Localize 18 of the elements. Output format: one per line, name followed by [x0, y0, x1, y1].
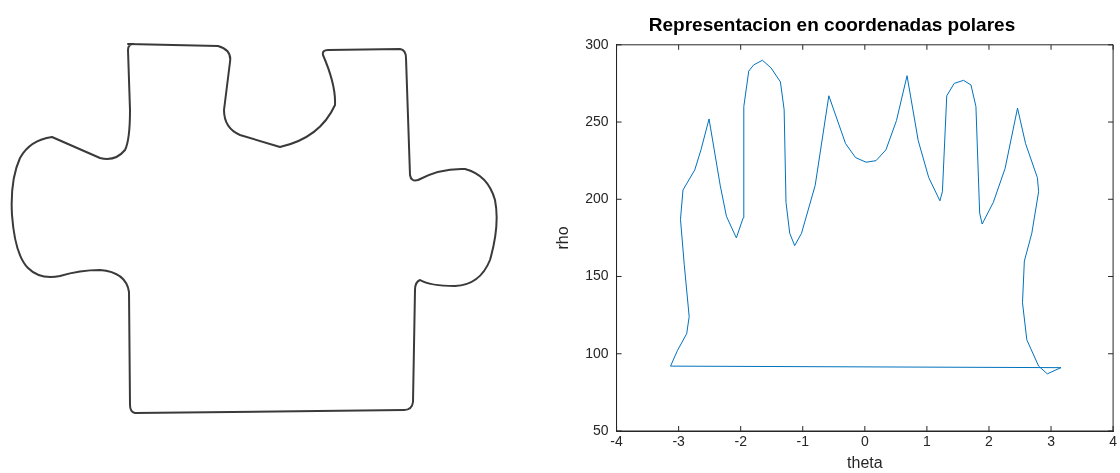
y-tick-label: 150 [585, 267, 609, 284]
x-tick-label: 3 [1047, 433, 1056, 450]
x-tick-label: 4 [1109, 433, 1118, 450]
x-tick-label: -1 [796, 433, 810, 450]
x-tick-label: 1 [923, 433, 931, 450]
y-axis-title: rho [554, 226, 572, 250]
x-tick-label: -3 [672, 433, 686, 450]
x-tick-label: 0 [860, 433, 869, 450]
x-tick-label: 2 [985, 433, 994, 450]
y-tick-label: 100 [585, 344, 609, 361]
y-tick-label: 50 [592, 421, 609, 438]
y-tick-label: 250 [585, 112, 609, 129]
chart-title: Representacion en coordenadas polares [648, 13, 1016, 35]
x-tick-label: -2 [734, 433, 748, 450]
x-tick-label: -4 [610, 433, 623, 450]
y-tick-label: 300 [585, 35, 609, 52]
y-tick-label: 200 [585, 190, 609, 207]
x-axis-title: theta [847, 453, 883, 471]
